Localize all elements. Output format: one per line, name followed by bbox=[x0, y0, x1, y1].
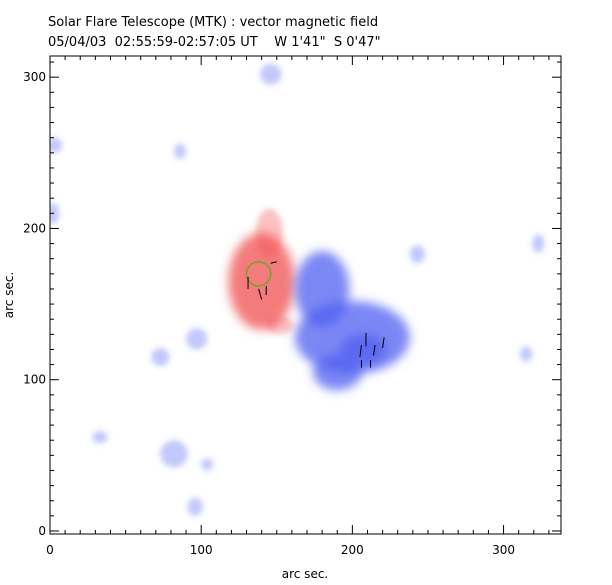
contour-ring bbox=[245, 260, 272, 287]
x-tick-label: 200 bbox=[341, 543, 364, 557]
x-tick-label: 100 bbox=[190, 543, 213, 557]
positive-polarity-tongue bbox=[255, 208, 283, 258]
negative-patch-9 bbox=[201, 458, 214, 471]
negative-patch-3 bbox=[50, 137, 63, 153]
negative-patch-2 bbox=[173, 143, 187, 159]
negative-patch-5 bbox=[409, 245, 425, 264]
negative-polarity-lower bbox=[313, 353, 362, 391]
x-tick-label: 300 bbox=[492, 543, 515, 557]
negative-patch-6 bbox=[186, 328, 208, 350]
chart-subtitle: 05/04/03 02:55:59-02:57:05 UT W 1'41" S … bbox=[48, 35, 381, 50]
negative-patch-7 bbox=[151, 347, 170, 367]
transverse-field-vectors bbox=[247, 261, 385, 368]
y-tick-label: 100 bbox=[23, 373, 46, 387]
negative-patch-4 bbox=[50, 202, 60, 224]
field-vector bbox=[373, 344, 376, 356]
field-vector bbox=[359, 344, 362, 358]
negative-polarity-upper bbox=[294, 251, 350, 327]
field-vector bbox=[382, 337, 385, 349]
chart-title: Solar Flare Telescope (MTK) : vector mag… bbox=[48, 15, 379, 30]
x-axis-label: arc sec. bbox=[282, 567, 328, 581]
y-axis-label: arc sec. bbox=[2, 272, 16, 318]
positive-polarity-region bbox=[228, 232, 295, 330]
contours bbox=[245, 260, 272, 287]
negative-patch-10 bbox=[187, 497, 203, 516]
plot-frame bbox=[49, 55, 562, 535]
x-tick-label: 0 bbox=[46, 543, 54, 557]
field-vector bbox=[258, 288, 263, 300]
positive-polarity-lobe bbox=[266, 316, 294, 335]
field-vector bbox=[270, 261, 277, 264]
negative-patch-13 bbox=[92, 431, 108, 444]
y-tick-label: 0 bbox=[38, 524, 46, 538]
negative-polarity-core bbox=[340, 334, 386, 365]
negative-patch-8 bbox=[160, 440, 188, 468]
axis-ticks: 0 100 200 300 0 100 200 300 bbox=[23, 56, 561, 557]
field-regions bbox=[50, 63, 545, 516]
negative-patch-12 bbox=[532, 234, 545, 253]
negative-patch-1 bbox=[260, 63, 282, 85]
y-tick-label: 300 bbox=[23, 70, 46, 84]
y-tick-label: 200 bbox=[23, 221, 46, 235]
negative-patch-11 bbox=[520, 346, 533, 362]
